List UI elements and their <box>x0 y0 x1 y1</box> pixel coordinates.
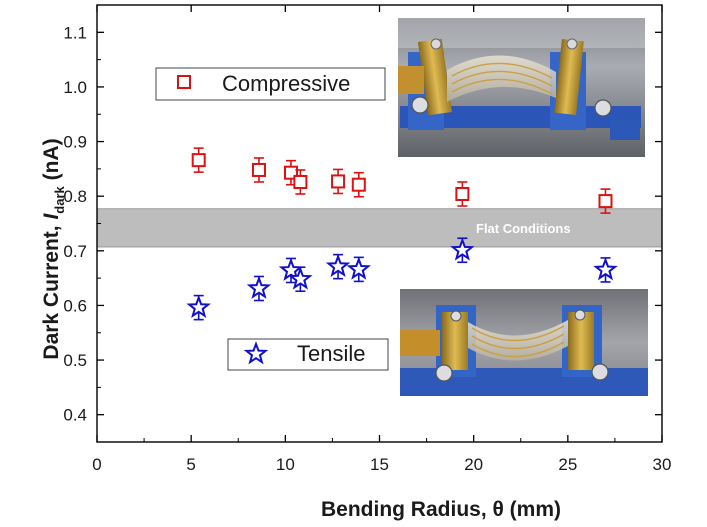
compressive-point <box>598 194 613 209</box>
compressive-point <box>351 177 366 192</box>
photo-tensile-bending-icon <box>400 289 648 396</box>
tensile-point <box>325 253 351 278</box>
x-tick-label: 0 <box>92 455 101 474</box>
x-axis-title: Bending Radius, θ (mm) <box>321 498 561 521</box>
y-tick-label: 0.7 <box>63 242 87 261</box>
axes: 0 5 10 15 20 25 30 0.4 0.5 0.6 0.7 0.8 0.9 1.0 1.1 <box>63 4 672 474</box>
x-tick-label: 25 <box>558 455 577 474</box>
y-tick-label: 0.9 <box>63 133 87 152</box>
tensile-point <box>246 275 272 299</box>
y-axis-title: Dark Current, Idark (nA) <box>40 138 67 359</box>
legend-label-tensile: Tensile <box>297 341 365 366</box>
legend-tensile: Tensile <box>227 338 389 371</box>
y-tick-label: 0.8 <box>63 187 87 206</box>
legend-marker-tensile <box>243 341 269 365</box>
x-tick-label: 15 <box>370 455 389 474</box>
x-tick-label: 5 <box>186 455 195 474</box>
legend-label-compressive: Compressive <box>222 71 350 96</box>
compressive-point <box>293 174 308 189</box>
compressive-point <box>251 162 266 177</box>
y-tick-label: 0.5 <box>63 351 87 370</box>
x-tick-label: 10 <box>276 455 295 474</box>
flat-conditions-label: Flat Conditions <box>476 221 571 236</box>
x-tick-label: 20 <box>464 455 483 474</box>
tensile-point <box>593 257 618 281</box>
compressive-point <box>455 187 470 202</box>
photo-compressive-bending-icon <box>398 18 645 157</box>
y-tick-label: 0.4 <box>63 406 87 425</box>
tensile-point <box>186 294 211 319</box>
tensile-point <box>450 237 475 261</box>
y-tick-label: 1.1 <box>63 23 87 42</box>
compressive-point <box>191 153 206 168</box>
legend-compressive: Compressive <box>155 67 386 101</box>
tensile-point <box>288 266 313 290</box>
tensile-point <box>346 256 372 280</box>
compressive-point <box>331 174 346 189</box>
flat-conditions-band <box>96 208 663 248</box>
data-marks <box>186 147 618 321</box>
x-tick-label: 30 <box>653 455 672 474</box>
y-tick-label: 0.6 <box>63 296 87 315</box>
y-tick-label: 1.0 <box>63 78 87 97</box>
